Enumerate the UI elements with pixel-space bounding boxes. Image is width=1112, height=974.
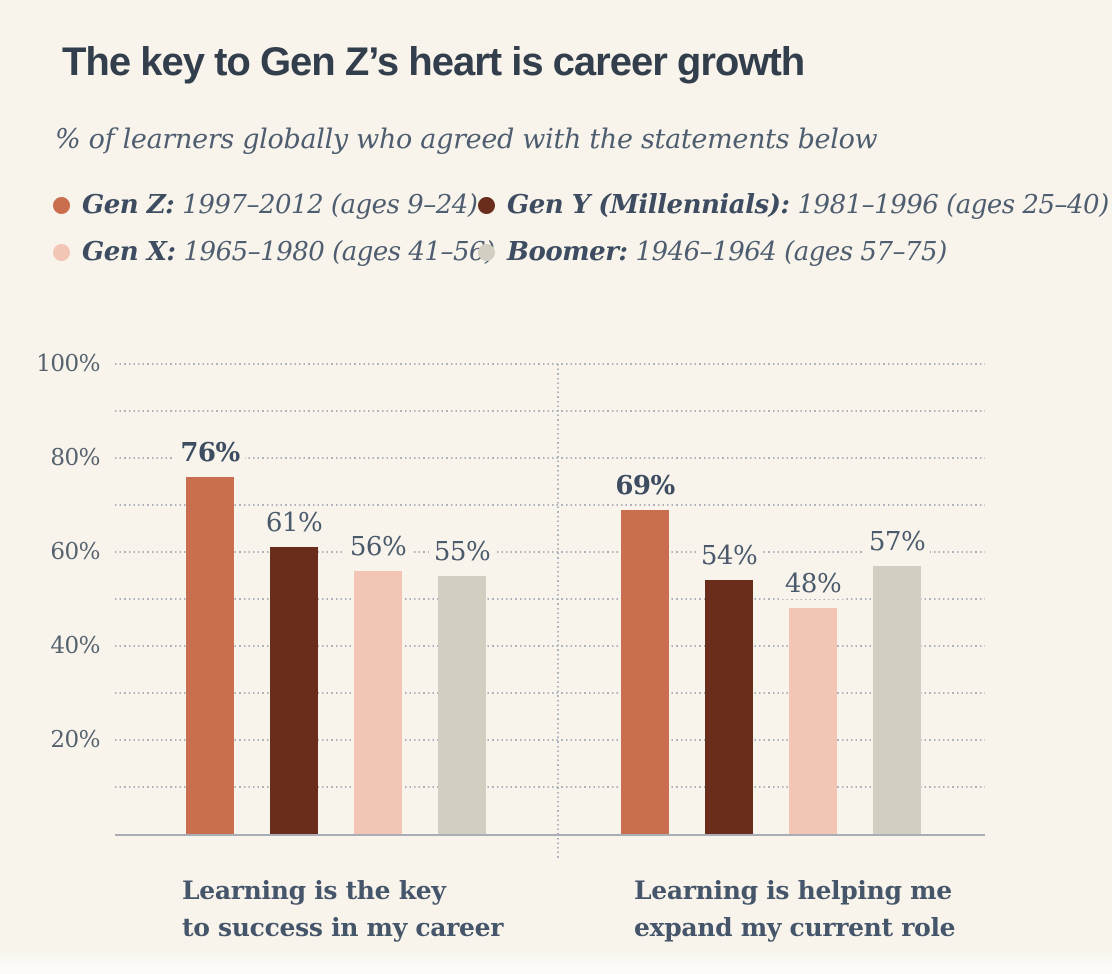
bar-group-left: 76% 61% 56% 55% bbox=[115, 364, 557, 834]
legend-detail: 1965–1980 (ages 41–56) bbox=[183, 237, 495, 267]
bar-value-label: 69% bbox=[610, 470, 680, 501]
gridline-60 bbox=[115, 551, 985, 553]
y-tick-label-20: 20% bbox=[50, 727, 100, 753]
category-label-right: Learning is helping me expand my current… bbox=[634, 872, 956, 946]
bar-rect bbox=[621, 509, 669, 834]
bar-rect bbox=[873, 566, 921, 834]
bar-value-label: 57% bbox=[863, 527, 931, 558]
bar-rect bbox=[186, 476, 234, 834]
bar-group-right: 69% 54% 48% 57% bbox=[557, 364, 985, 834]
bar-boomer-panel-1: 55% bbox=[428, 364, 496, 834]
bar-boomer-panel-2: 57% bbox=[863, 364, 931, 834]
bar-gen-x-panel-1: 56% bbox=[344, 364, 412, 834]
bar-value-label: 56% bbox=[344, 531, 412, 562]
bar-gen-z-panel-2: 69% bbox=[610, 364, 680, 834]
legend-detail: 1946–1964 (ages 57–75) bbox=[635, 237, 948, 267]
bar-rect bbox=[354, 570, 402, 834]
gridline-20 bbox=[115, 739, 985, 741]
category-label-left: Learning is the key to success in my car… bbox=[182, 872, 503, 946]
chart-subtitle: % of learners globally who agreed with t… bbox=[55, 124, 878, 155]
gridline-10 bbox=[115, 786, 985, 788]
gen-z-dot-icon bbox=[53, 196, 70, 214]
legend-item-gen-y: Gen Y (Millennials): 1981–1996 (ages 25–4… bbox=[478, 188, 1109, 222]
plot-area: 76% 61% 56% 55% 69% 54% 48% 57% bbox=[115, 363, 985, 858]
legend-name: Gen Z: bbox=[82, 190, 175, 220]
bar-gen-x-panel-2: 48% bbox=[779, 364, 847, 834]
gridline-50 bbox=[115, 598, 985, 600]
bar-rect bbox=[438, 575, 486, 834]
bar-gen-y-millennials-panel-1: 61% bbox=[260, 364, 328, 834]
bar-gen-z-panel-1: 76% bbox=[175, 364, 245, 834]
bar-value-label: 54% bbox=[695, 541, 763, 572]
gen-x-dot-icon bbox=[53, 243, 70, 261]
category-label-line: Learning is the key bbox=[182, 876, 446, 905]
category-label-line: Learning is helping me bbox=[634, 876, 952, 905]
legend-text: Gen Z: 1997–2012 (ages 9–24) bbox=[82, 190, 478, 220]
gridline-80 bbox=[115, 457, 985, 459]
bar-value-label: 76% bbox=[175, 437, 245, 468]
y-tick-label-40: 40% bbox=[50, 633, 100, 659]
bar-rect bbox=[705, 580, 753, 834]
boomer-dot-icon bbox=[478, 243, 495, 261]
legend-name: Gen X: bbox=[82, 237, 176, 267]
bar-rect bbox=[270, 547, 318, 834]
chart-legend: Gen Z: 1997–2012 (ages 9–24) Gen Y (Mille… bbox=[53, 188, 1109, 269]
bottom-fade bbox=[0, 950, 1112, 974]
legend-text: Gen X: 1965–1980 (ages 41–56) bbox=[82, 237, 495, 267]
legend-text: Gen Y (Millennials): 1981–1996 (ages 25–4… bbox=[507, 190, 1109, 220]
x-axis-baseline bbox=[115, 834, 985, 836]
gridline-30 bbox=[115, 692, 985, 694]
legend-item-boomer: Boomer: 1946–1964 (ages 57–75) bbox=[478, 235, 1109, 269]
gridline-90 bbox=[115, 410, 985, 412]
chart-title: The key to Gen Z’s heart is career growt… bbox=[62, 40, 805, 84]
gridline-100 bbox=[115, 363, 985, 365]
legend-item-gen-x: Gen X: 1965–1980 (ages 41–56) bbox=[53, 235, 495, 269]
gen-y-dot-icon bbox=[478, 196, 495, 214]
bar-gen-y-millennials-panel-2: 54% bbox=[695, 364, 763, 834]
legend-item-gen-z: Gen Z: 1997–2012 (ages 9–24) bbox=[53, 188, 478, 222]
legend-name: Boomer: bbox=[507, 237, 628, 267]
legend-name: Gen Y (Millennials): bbox=[507, 190, 790, 220]
legend-detail: 1997–2012 (ages 9–24) bbox=[182, 190, 478, 220]
legend-detail: 1981–1996 (ages 25–40) bbox=[797, 190, 1110, 220]
bar-value-label: 61% bbox=[260, 508, 328, 539]
bar-value-label: 48% bbox=[779, 569, 847, 600]
y-tick-label-80: 80% bbox=[50, 445, 100, 471]
y-axis: 20% 40% 60% 80% 100% bbox=[0, 351, 106, 834]
bar-value-label: 55% bbox=[428, 536, 496, 567]
y-tick-label-60: 60% bbox=[50, 539, 100, 565]
category-label-line: to success in my career bbox=[182, 913, 504, 942]
y-tick-label-100: 100% bbox=[36, 351, 100, 377]
gridline-40 bbox=[115, 645, 985, 647]
category-label-line: expand my current role bbox=[634, 913, 956, 942]
bar-rect bbox=[789, 608, 837, 834]
gridline-70 bbox=[115, 504, 985, 506]
legend-text: Boomer: 1946–1964 (ages 57–75) bbox=[507, 237, 947, 267]
panel-divider-line bbox=[557, 364, 559, 858]
